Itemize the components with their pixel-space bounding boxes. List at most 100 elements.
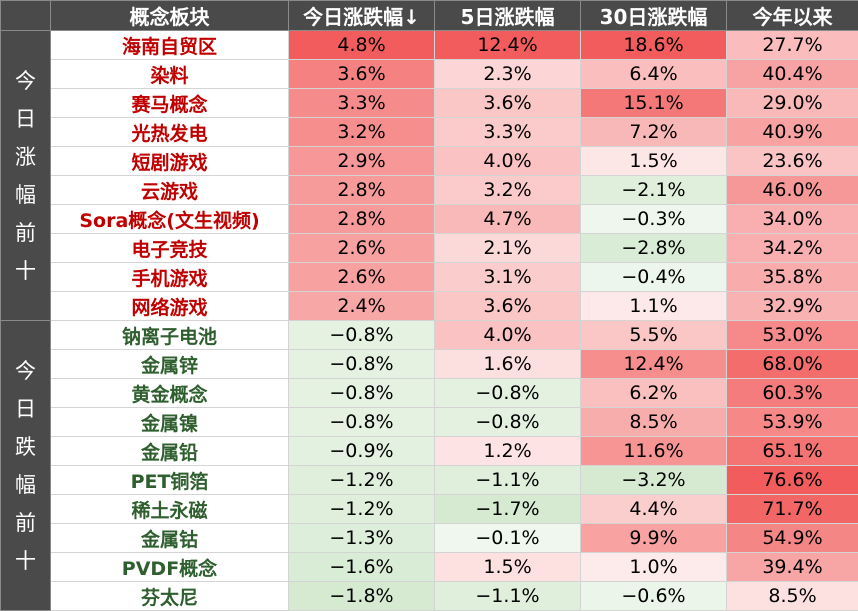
value-cell-today: −0.8%: [289, 350, 435, 379]
sector-name[interactable]: 金属钴: [51, 524, 289, 553]
value-cell-30day: −2.8%: [581, 234, 727, 263]
value-cell-5day: 2.3%: [435, 60, 581, 89]
sector-name[interactable]: 网络游戏: [51, 292, 289, 321]
value-cell-ytd: 34.0%: [727, 205, 858, 234]
value-cell-today: 3.2%: [289, 118, 435, 147]
value-cell-5day: 4.0%: [435, 147, 581, 176]
sector-name[interactable]: 短剧游戏: [51, 147, 289, 176]
sector-name[interactable]: 金属锌: [51, 350, 289, 379]
value-cell-ytd: 23.6%: [727, 147, 858, 176]
table-row[interactable]: 稀土永磁−1.2%−1.7%4.4%71.7%: [1, 495, 858, 524]
table-row[interactable]: 金属铅−0.9%1.2%11.6%65.1%: [1, 437, 858, 466]
value-cell-5day: −0.8%: [435, 379, 581, 408]
value-cell-5day: −1.1%: [435, 582, 581, 611]
table-row[interactable]: 金属锌−0.8%1.6%12.4%68.0%: [1, 350, 858, 379]
sector-name[interactable]: PET铜箔: [51, 466, 289, 495]
sector-name[interactable]: 电子竞技: [51, 234, 289, 263]
sector-name[interactable]: 金属镍: [51, 408, 289, 437]
sector-name[interactable]: PVDF概念: [51, 553, 289, 582]
table-row[interactable]: 金属镍−0.8%−0.8%8.5%53.9%: [1, 408, 858, 437]
sector-name[interactable]: 黄金概念: [51, 379, 289, 408]
value-cell-ytd: 34.2%: [727, 234, 858, 263]
group-label-text: 今日跌幅前十: [5, 352, 46, 580]
value-cell-today: 2.8%: [289, 205, 435, 234]
value-cell-ytd: 40.9%: [727, 118, 858, 147]
value-cell-5day: 3.2%: [435, 176, 581, 205]
value-cell-5day: 3.1%: [435, 263, 581, 292]
column-header-sector[interactable]: 概念板块: [51, 1, 289, 31]
value-cell-5day: 2.1%: [435, 234, 581, 263]
value-cell-30day: 6.2%: [581, 379, 727, 408]
value-cell-5day: −0.1%: [435, 524, 581, 553]
value-cell-30day: −0.4%: [581, 263, 727, 292]
value-cell-ytd: 35.8%: [727, 263, 858, 292]
value-cell-30day: 5.5%: [581, 321, 727, 350]
sector-name[interactable]: 手机游戏: [51, 263, 289, 292]
value-cell-ytd: 27.7%: [727, 31, 858, 60]
sector-name[interactable]: 云游戏: [51, 176, 289, 205]
value-cell-30day: 8.5%: [581, 408, 727, 437]
value-cell-30day: 4.4%: [581, 495, 727, 524]
table-row[interactable]: 金属钴−1.3%−0.1%9.9%54.9%: [1, 524, 858, 553]
group-label-down: 今日跌幅前十: [1, 321, 51, 611]
group-label-text: 今日涨幅前十: [5, 62, 46, 290]
column-header-today-change[interactable]: 今日涨跌幅↓: [289, 1, 435, 31]
value-cell-today: 2.9%: [289, 147, 435, 176]
value-cell-today: 2.6%: [289, 234, 435, 263]
table-row[interactable]: PVDF概念−1.6%1.5%1.0%39.4%: [1, 553, 858, 582]
column-header-ytd[interactable]: 今年以来: [727, 1, 858, 31]
value-cell-30day: −2.1%: [581, 176, 727, 205]
table-row[interactable]: 黄金概念−0.8%−0.8%6.2%60.3%: [1, 379, 858, 408]
sector-name[interactable]: 钠离子电池: [51, 321, 289, 350]
header-corner: [1, 1, 51, 31]
value-cell-today: 4.8%: [289, 31, 435, 60]
value-cell-30day: 12.4%: [581, 350, 727, 379]
value-cell-today: 2.4%: [289, 292, 435, 321]
value-cell-5day: 4.0%: [435, 321, 581, 350]
sector-name[interactable]: 赛马概念: [51, 89, 289, 118]
sector-name[interactable]: 稀土永磁: [51, 495, 289, 524]
header-row: 概念板块 今日涨跌幅↓ 5日涨跌幅 30日涨跌幅 今年以来: [1, 1, 858, 31]
value-cell-5day: −0.8%: [435, 408, 581, 437]
value-cell-30day: 1.1%: [581, 292, 727, 321]
value-cell-today: −0.8%: [289, 408, 435, 437]
table-row[interactable]: Sora概念(文生视频)2.8%4.7%−0.3%34.0%: [1, 205, 858, 234]
value-cell-ytd: 71.7%: [727, 495, 858, 524]
table-row[interactable]: 芬太尼−1.8%−1.1%−0.6%8.5%: [1, 582, 858, 611]
value-cell-30day: −0.3%: [581, 205, 727, 234]
value-cell-today: 2.8%: [289, 176, 435, 205]
sector-name[interactable]: 光热发电: [51, 118, 289, 147]
column-header-5day-change[interactable]: 5日涨跌幅: [435, 1, 581, 31]
value-cell-5day: 3.3%: [435, 118, 581, 147]
value-cell-today: −0.8%: [289, 379, 435, 408]
value-cell-ytd: 39.4%: [727, 553, 858, 582]
sector-name[interactable]: Sora概念(文生视频): [51, 205, 289, 234]
column-header-30day-change[interactable]: 30日涨跌幅: [581, 1, 727, 31]
sector-name[interactable]: 染料: [51, 60, 289, 89]
value-cell-30day: −0.6%: [581, 582, 727, 611]
value-cell-30day: 9.9%: [581, 524, 727, 553]
value-cell-ytd: 65.1%: [727, 437, 858, 466]
sector-name[interactable]: 金属铅: [51, 437, 289, 466]
sector-name[interactable]: 芬太尼: [51, 582, 289, 611]
table-row[interactable]: 今日跌幅前十钠离子电池−0.8%4.0%5.5%53.0%: [1, 321, 858, 350]
value-cell-ytd: 54.9%: [727, 524, 858, 553]
value-cell-ytd: 46.0%: [727, 176, 858, 205]
sector-name[interactable]: 海南自贸区: [51, 31, 289, 60]
value-cell-5day: 1.2%: [435, 437, 581, 466]
value-cell-today: −1.3%: [289, 524, 435, 553]
value-cell-30day: 1.5%: [581, 147, 727, 176]
table-row[interactable]: PET铜箔−1.2%−1.1%−3.2%76.6%: [1, 466, 858, 495]
